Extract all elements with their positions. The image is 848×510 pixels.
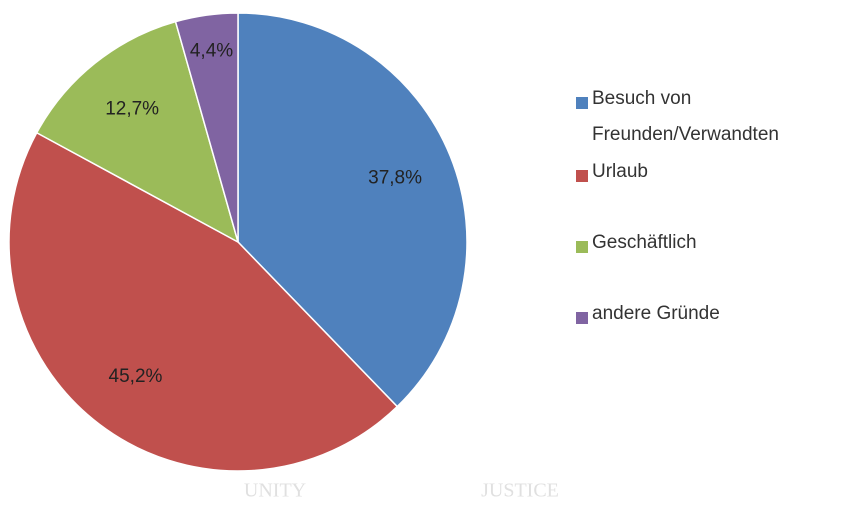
data-label: 12,7% [105, 99, 159, 120]
legend-item: Geschäftlich [576, 236, 836, 261]
legend-swatch [576, 170, 588, 182]
legend-label: andere Gründe [592, 296, 720, 332]
watermark-text: JUSTICE [481, 480, 559, 502]
data-label: 4,4% [190, 40, 233, 61]
data-label: 45,2% [109, 366, 163, 387]
legend-item: Urlaub [576, 165, 836, 190]
legend-label: Urlaub [592, 154, 648, 190]
legend-swatch [576, 97, 588, 109]
legend-item: Besuch von Freunden/Verwandten [576, 92, 836, 153]
page: UNITY JUSTICE 37,8% 45,2% 12,7% 4,4% Besuch v… [0, 0, 848, 510]
data-label: 37,8% [368, 167, 422, 188]
legend-label: Besuch von Freunden/Verwandten [592, 81, 836, 153]
legend-label: Geschäftlich [592, 225, 697, 261]
legend-swatch [576, 241, 588, 253]
legend-swatch [576, 312, 588, 324]
watermark-text: UNITY [244, 480, 306, 502]
legend-item: andere Gründe [576, 307, 836, 332]
